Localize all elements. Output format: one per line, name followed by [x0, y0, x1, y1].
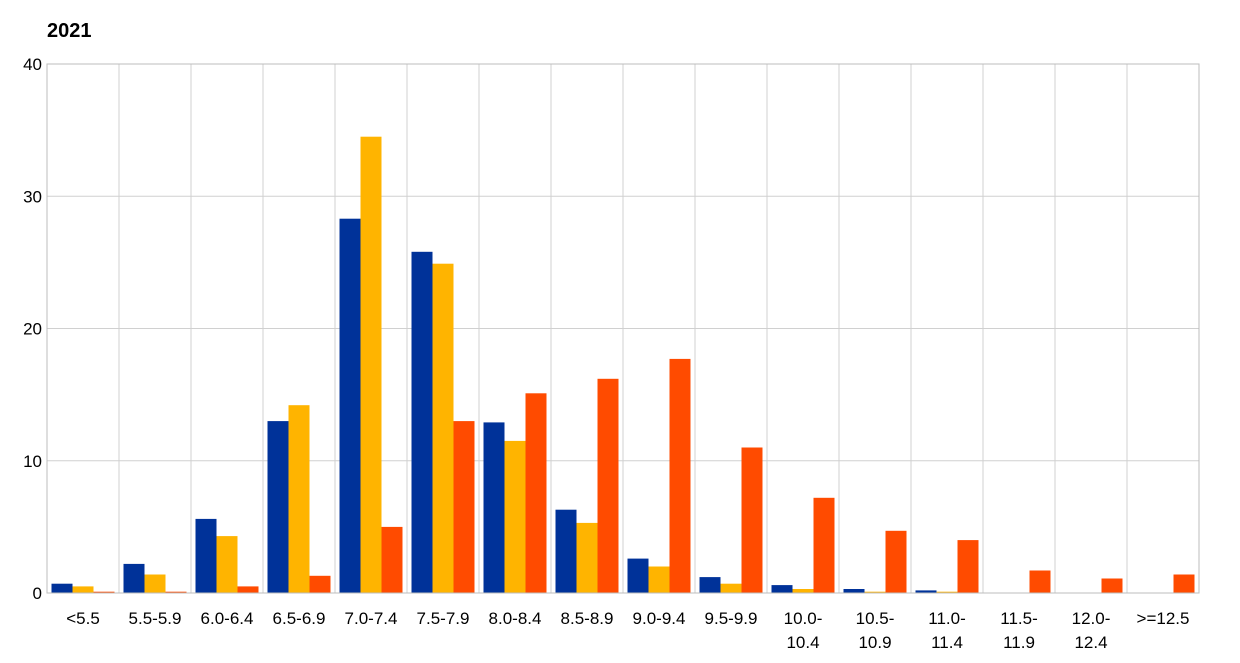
bar — [504, 440, 526, 593]
bar — [432, 263, 454, 593]
x-category-label: 8.0-8.4 — [489, 609, 542, 628]
y-tick-label: 30 — [23, 187, 42, 206]
x-category-label: 6.0-6.4 — [201, 609, 254, 628]
bar — [216, 536, 238, 593]
bar — [936, 591, 958, 593]
bar — [144, 574, 166, 593]
bar — [885, 530, 907, 593]
bar — [813, 497, 835, 593]
bar — [288, 405, 310, 593]
bar — [453, 421, 475, 593]
x-category-label: 11.5-11.9 — [1000, 609, 1038, 652]
bar — [93, 591, 115, 593]
x-category-label: 7.5-7.9 — [417, 609, 470, 628]
x-category-label: 10.5-10.9 — [856, 609, 895, 652]
bar — [792, 589, 814, 593]
bar — [576, 522, 598, 593]
y-tick-label: 10 — [23, 452, 42, 471]
bar — [720, 583, 742, 593]
y-tick-label: 0 — [33, 584, 42, 603]
bar — [1173, 574, 1195, 593]
bar — [957, 540, 979, 593]
bar — [483, 422, 505, 593]
y-tick-label: 40 — [23, 55, 42, 74]
bar — [771, 585, 793, 593]
x-category-label: 5.5-5.9 — [129, 609, 182, 628]
x-category-label: 12.0-12.4 — [1072, 609, 1111, 652]
x-category-label: 6.5-6.9 — [273, 609, 326, 628]
bar — [627, 558, 649, 593]
bar — [411, 251, 433, 594]
x-category-label: >=12.5 — [1137, 609, 1190, 628]
bar — [915, 590, 937, 593]
bar — [339, 218, 361, 593]
bar — [669, 358, 691, 593]
bar — [195, 518, 217, 593]
bar — [699, 577, 721, 593]
bar — [555, 509, 577, 593]
bar — [72, 586, 94, 593]
bars — [51, 136, 1195, 594]
plot-frame — [46, 63, 1200, 594]
bar — [843, 589, 865, 593]
bar — [267, 421, 289, 593]
bar — [864, 591, 886, 593]
bar — [123, 563, 145, 593]
grid-lines — [47, 63, 1199, 594]
bar — [648, 566, 670, 593]
x-category-label: 7.0-7.4 — [345, 609, 398, 628]
bar — [597, 378, 619, 593]
bar — [51, 583, 73, 593]
bar — [360, 136, 382, 593]
x-category-label: 10.0-10.4 — [784, 609, 823, 652]
bar — [741, 447, 763, 593]
x-category-label: 9.0-9.4 — [633, 609, 686, 628]
chart-title: 2021 — [47, 20, 92, 42]
y-axis-ticks: 0 10 20 30 40 — [23, 55, 42, 603]
x-category-label: 8.5-8.9 — [561, 609, 614, 628]
bar — [381, 526, 403, 593]
x-category-label: <5.5 — [66, 609, 100, 628]
bar — [1101, 578, 1123, 593]
x-category-label: 9.5-9.9 — [705, 609, 758, 628]
y-tick-label: 20 — [23, 320, 42, 339]
x-axis-labels: <5.5 5.5-5.9 6.0-6.4 6.5-6.9 7.0-7.4 7.5-7.9 8… — [66, 609, 1189, 652]
bar — [525, 393, 547, 593]
bar — [237, 586, 259, 593]
x-category-label: 11.0-11.4 — [928, 609, 966, 652]
bar — [309, 575, 331, 593]
bar — [165, 591, 187, 593]
bar — [1029, 570, 1051, 593]
